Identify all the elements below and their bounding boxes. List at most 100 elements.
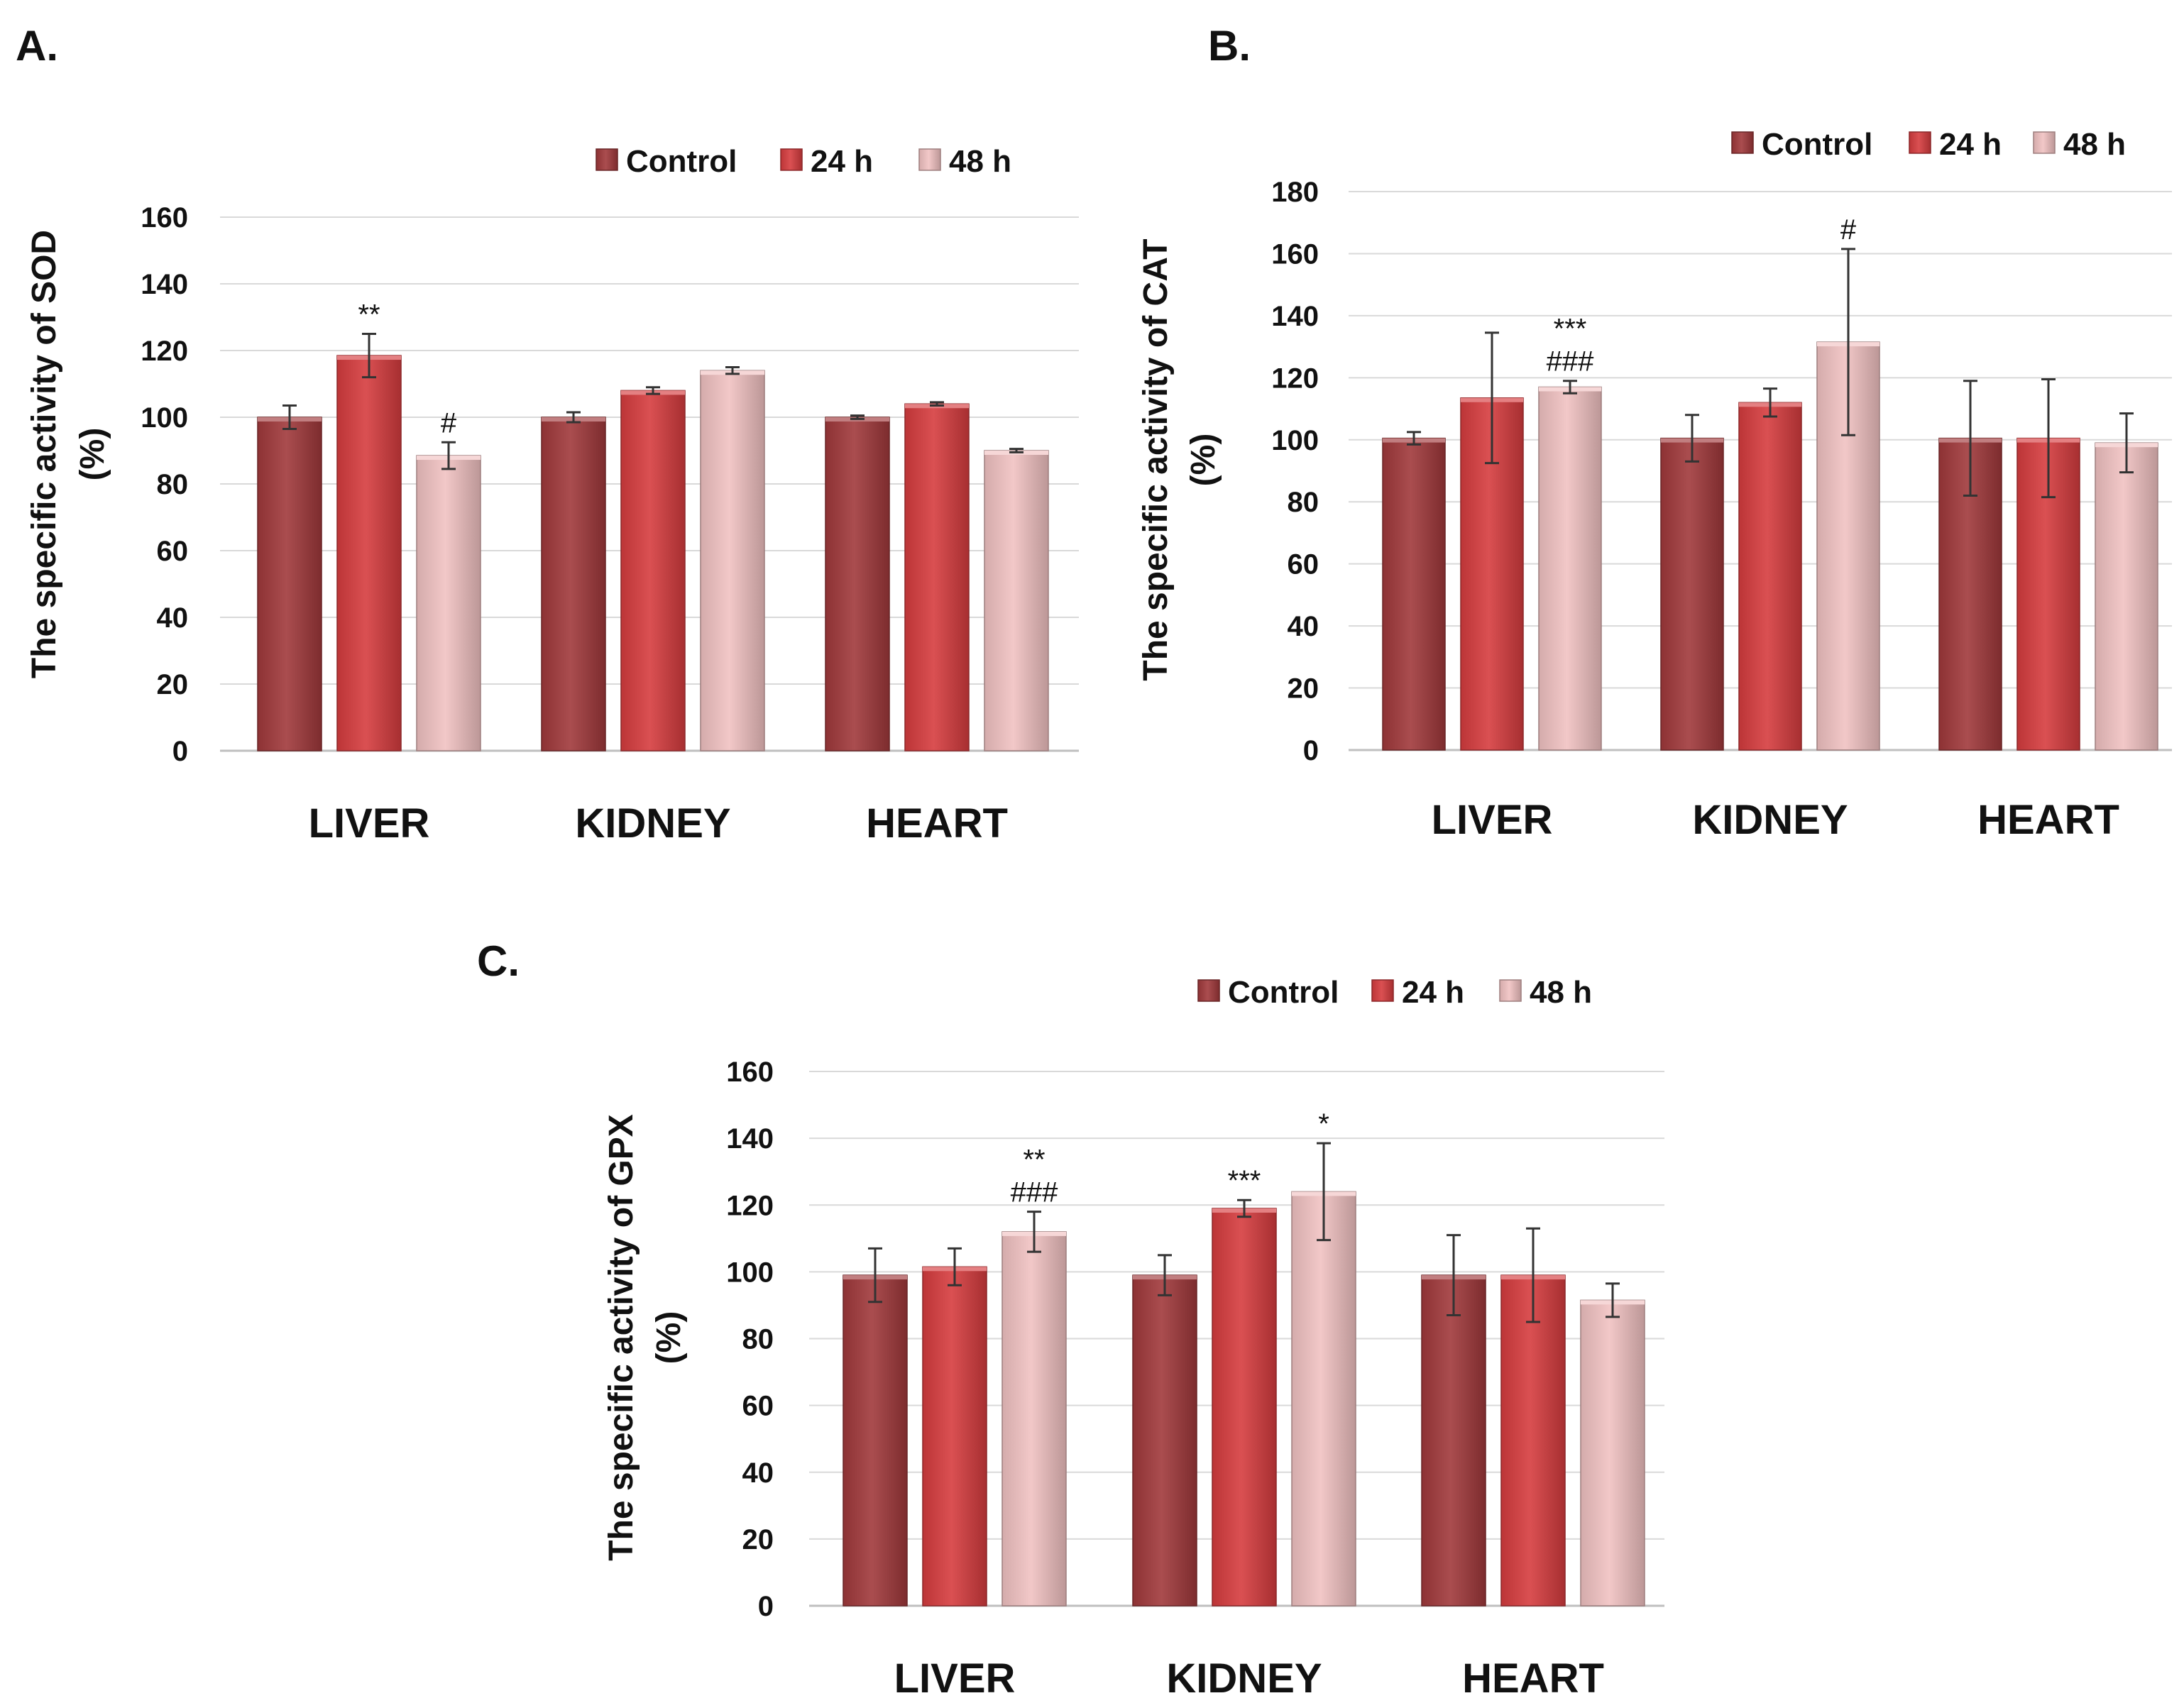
- bar-kidney-control: [1132, 1274, 1197, 1606]
- legend-swatch: [2033, 131, 2056, 154]
- x-category-label: HEART: [866, 800, 1008, 847]
- bar-liver-24h: [336, 355, 402, 751]
- y-axis-label: The specific activity of SOD: [26, 230, 63, 678]
- bar-heart-48h: [984, 450, 1049, 751]
- y-tick-label: 40: [157, 602, 189, 634]
- y-tick-label: 180: [1271, 177, 1319, 208]
- legend-swatch: [596, 148, 618, 171]
- significance-marker: ###: [1011, 1177, 1058, 1208]
- bar-heart-24h: [904, 403, 970, 751]
- legend-label: Control: [1228, 975, 1339, 1010]
- x-category-label: LIVER: [1432, 797, 1553, 843]
- y-tick-label: 160: [1271, 238, 1319, 270]
- y-tick-label: 40: [742, 1457, 774, 1489]
- x-category-label: LIVER: [309, 800, 430, 847]
- panel-letter: C.: [477, 937, 520, 985]
- significance-marker: *: [1318, 1108, 1329, 1140]
- bar-liver-24h: [922, 1266, 987, 1606]
- y-tick-label: 120: [141, 336, 188, 367]
- y-axis-unit: (%): [650, 1311, 688, 1365]
- bar-kidney-48h: [1291, 1191, 1356, 1606]
- significance-marker: #: [441, 407, 457, 439]
- y-tick-label: 140: [726, 1123, 774, 1154]
- y-tick-label: 80: [157, 469, 189, 500]
- bar-heart-control: [1421, 1274, 1486, 1606]
- bar-heart-48h: [1580, 1299, 1645, 1606]
- legend-label: 48 h: [2063, 127, 2126, 162]
- x-category-label: KIDNEY: [575, 800, 730, 847]
- y-tick-label: 120: [1271, 363, 1319, 394]
- bar-kidney-24h: [1212, 1208, 1277, 1606]
- y-tick-label: 0: [758, 1591, 774, 1622]
- y-tick-label: 80: [1288, 487, 1319, 518]
- y-tick-label: 20: [1288, 673, 1319, 705]
- y-axis-label: The specific activity of GPX: [603, 1114, 640, 1561]
- y-tick-label: 140: [141, 269, 188, 300]
- bar-kidney-48h: [700, 370, 765, 751]
- y-tick-label: 20: [157, 669, 189, 700]
- y-tick-label: 100: [726, 1257, 774, 1288]
- legend-swatch: [780, 148, 803, 171]
- bar-liver-48h: [1538, 386, 1602, 751]
- bar-liver-48h: [1002, 1231, 1067, 1606]
- bar-kidney-24h: [620, 390, 686, 751]
- legend-swatch: [1197, 979, 1220, 1002]
- bar-liver-control: [1382, 437, 1446, 751]
- bar-heart-48h: [2095, 442, 2158, 751]
- x-category-label: KIDNEY: [1166, 1655, 1322, 1702]
- legend-swatch: [918, 148, 941, 171]
- y-tick-label: 0: [172, 736, 188, 767]
- significance-marker: ***: [1554, 314, 1587, 345]
- legend-swatch: [1909, 131, 1931, 154]
- y-tick-label: 60: [157, 536, 189, 567]
- x-category-label: HEART: [1462, 1655, 1604, 1702]
- legend-label: 48 h: [1530, 975, 1592, 1010]
- y-tick-label: 60: [1288, 549, 1319, 580]
- legend-label: 24 h: [1402, 975, 1464, 1010]
- bar-kidney-control: [1660, 437, 1724, 751]
- legend-swatch: [1371, 979, 1394, 1002]
- legend-label: 24 h: [811, 144, 873, 179]
- bar-liver-control: [843, 1274, 908, 1606]
- significance-marker: ###: [1547, 346, 1594, 377]
- significance-marker: **: [1023, 1145, 1045, 1176]
- panel-letter: B.: [1208, 22, 1251, 70]
- legend-label: 48 h: [949, 144, 1011, 179]
- legend-label: Control: [1762, 127, 1872, 162]
- bar-heart-control: [825, 417, 890, 751]
- panel-b: B. 0 20 40 60 80 100 120 140 160 180 The specific a…: [1137, 22, 2172, 843]
- legend-swatch: [1499, 979, 1522, 1002]
- legend-swatch: [1731, 131, 1754, 154]
- y-axis-label: The specific activity of CAT: [1137, 238, 1175, 680]
- y-tick-label: 0: [1303, 735, 1319, 766]
- panel-letter: A.: [16, 22, 58, 70]
- y-tick-label: 100: [1271, 425, 1319, 456]
- x-category-label: HEART: [1977, 797, 2119, 843]
- y-tick-label: 60: [742, 1391, 774, 1422]
- significance-marker: #: [1840, 214, 1857, 246]
- y-axis-unit: (%): [74, 428, 111, 481]
- y-tick-label: 140: [1271, 301, 1319, 332]
- bar-liver-control: [257, 417, 322, 751]
- significance-marker: **: [358, 299, 380, 331]
- legend-label: 24 h: [1939, 127, 2002, 162]
- bar-kidney-control: [541, 417, 606, 751]
- y-tick-label: 80: [742, 1324, 774, 1355]
- x-category-label: KIDNEY: [1692, 797, 1848, 843]
- y-tick-label: 40: [1288, 611, 1319, 642]
- panel-a: A. 0 20 40 60 80 100 120 140 160 The specific acti…: [16, 22, 1079, 847]
- x-category-label: LIVER: [894, 1655, 1016, 1702]
- significance-marker: ***: [1228, 1165, 1261, 1196]
- bar-heart-24h: [1500, 1274, 1566, 1606]
- y-tick-label: 160: [726, 1057, 774, 1088]
- y-tick-label: 120: [726, 1190, 774, 1221]
- bar-liver-48h: [416, 455, 481, 751]
- panel-c: C. 0 20 40 60 80 100 120 140 160 The specific acti…: [477, 937, 1664, 1702]
- y-tick-label: 100: [141, 402, 188, 434]
- y-tick-label: 160: [141, 202, 188, 233]
- y-tick-label: 20: [742, 1524, 774, 1555]
- legend-label: Control: [626, 144, 737, 179]
- y-axis-unit: (%): [1185, 434, 1222, 487]
- bar-kidney-24h: [1738, 402, 1802, 751]
